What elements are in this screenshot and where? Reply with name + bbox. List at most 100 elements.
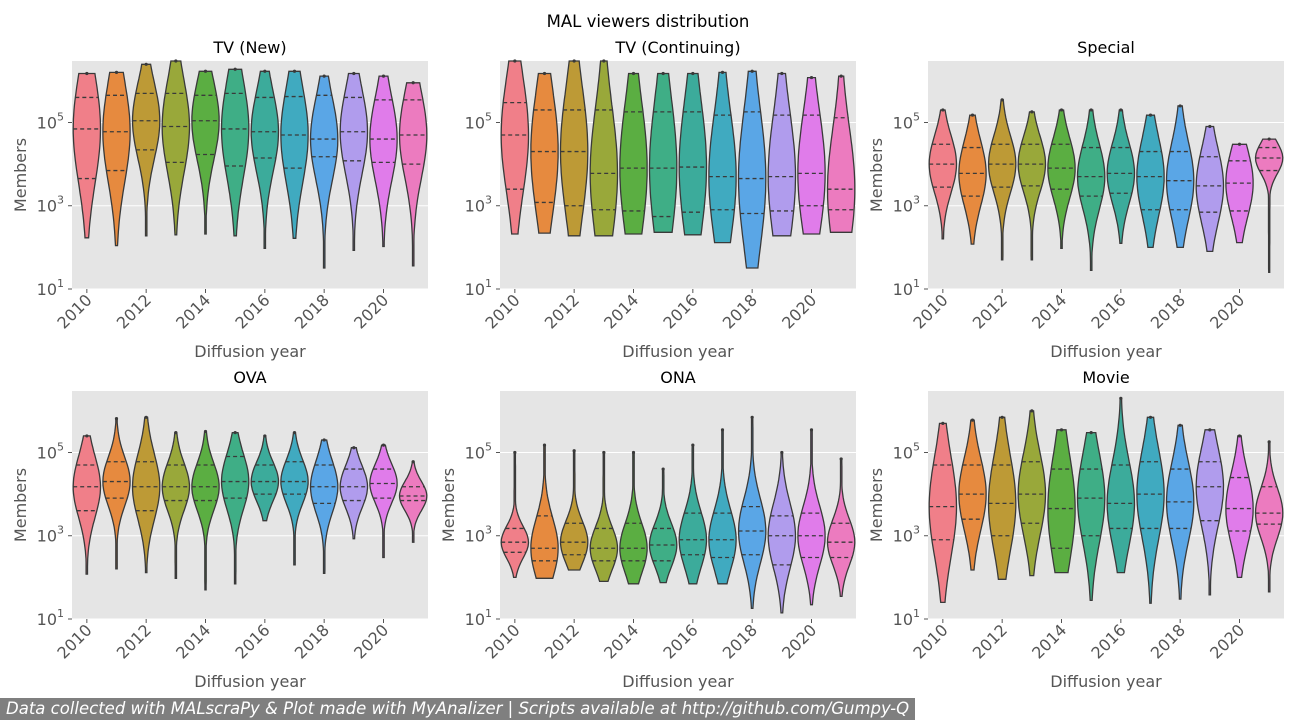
violin-2010 bbox=[928, 109, 958, 240]
violin-2014 bbox=[191, 70, 220, 235]
x-tick-label: 2014 bbox=[172, 620, 214, 662]
footer-credit: Data collected with MALscraPy & Plot mad… bbox=[0, 698, 916, 720]
violin-max-point bbox=[411, 81, 415, 85]
violin-max-point bbox=[1059, 428, 1064, 432]
violin-2015 bbox=[648, 72, 678, 233]
y-axis-label: Members bbox=[11, 468, 30, 542]
violin-2021 bbox=[1254, 138, 1284, 274]
violin-2011 bbox=[530, 72, 559, 234]
violin-max-point bbox=[513, 59, 517, 63]
y-tick-label: 101 bbox=[465, 277, 492, 299]
violin-max-point bbox=[381, 74, 386, 78]
y-tick-label: 105 bbox=[465, 110, 492, 132]
violin-max-point bbox=[174, 59, 178, 63]
y-tick-label: 101 bbox=[893, 277, 920, 299]
violin-2017 bbox=[1136, 114, 1165, 249]
violin-max-point bbox=[691, 71, 695, 76]
violin-2015 bbox=[1076, 431, 1106, 602]
violin-2018 bbox=[1165, 105, 1195, 249]
violin-max-point bbox=[322, 438, 326, 442]
x-tick-label: 2012 bbox=[969, 620, 1011, 662]
violin-max-point bbox=[602, 59, 606, 63]
violin-2012 bbox=[559, 60, 589, 237]
violin-2019 bbox=[339, 447, 369, 540]
violin-max-point bbox=[233, 67, 237, 71]
x-tick-label: 2018 bbox=[719, 290, 761, 332]
violin-max-point bbox=[661, 71, 665, 76]
violin-max-point bbox=[144, 62, 148, 66]
violin-max-point bbox=[1119, 108, 1123, 112]
violin-max-point bbox=[411, 460, 415, 464]
violin-max-point bbox=[809, 428, 814, 432]
violin-max-point bbox=[1148, 415, 1153, 419]
x-tick-label: 2016 bbox=[1087, 290, 1129, 332]
x-tick-label: 2010 bbox=[481, 290, 523, 332]
y-tick-label: 105 bbox=[893, 110, 920, 132]
violin-max-point bbox=[1237, 434, 1242, 438]
violin-max-point bbox=[602, 450, 606, 455]
violin-2019 bbox=[339, 72, 369, 251]
y-axis-label: Members bbox=[11, 138, 30, 212]
x-axis-label: Diffusion year bbox=[622, 672, 734, 691]
violin-2016 bbox=[678, 72, 708, 236]
x-tick-label: 2016 bbox=[659, 620, 701, 662]
y-tick-label: 101 bbox=[37, 607, 64, 629]
violin-2018 bbox=[737, 70, 767, 269]
y-tick-label: 105 bbox=[37, 440, 64, 462]
violin-max-point bbox=[352, 446, 356, 450]
y-tick-label: 103 bbox=[465, 524, 492, 546]
y-tick-label: 103 bbox=[893, 194, 920, 216]
violin-max-point bbox=[941, 108, 945, 112]
plot-area bbox=[500, 61, 856, 289]
violin-max-point bbox=[322, 74, 326, 78]
x-axis-label: Diffusion year bbox=[194, 342, 306, 361]
violin-max-point bbox=[1059, 108, 1064, 112]
violin-max-point bbox=[1208, 124, 1212, 129]
x-tick-label: 2012 bbox=[113, 620, 155, 662]
violin-2019 bbox=[767, 72, 797, 237]
violin-max-point bbox=[542, 443, 547, 447]
violin-max-point bbox=[263, 69, 267, 73]
x-tick-label: 2020 bbox=[1206, 620, 1248, 662]
x-tick-label: 2010 bbox=[53, 290, 95, 332]
violin-max-point bbox=[203, 429, 208, 434]
violin-max-point bbox=[780, 450, 784, 455]
plot-area bbox=[928, 61, 1284, 289]
x-axis-label: Diffusion year bbox=[1050, 672, 1162, 691]
panel-1: 101 103 105 Members TV (New) Diffusion year 20… bbox=[11, 38, 428, 361]
violin-2017 bbox=[280, 70, 309, 239]
violin-2013 bbox=[161, 60, 191, 236]
plot-area bbox=[500, 391, 856, 619]
violin-2020 bbox=[369, 444, 398, 559]
violin-max-point bbox=[263, 434, 267, 438]
violin-max-point bbox=[513, 450, 517, 455]
panel-6: 101 103 105 Members Movie Diffusion year 2010 2… bbox=[867, 368, 1284, 691]
violin-max-point bbox=[1267, 440, 1271, 444]
y-axis-label: Members bbox=[867, 138, 886, 212]
violin-max-point bbox=[970, 418, 975, 422]
x-tick-label: 2018 bbox=[1147, 290, 1189, 332]
panel-title: Movie bbox=[1082, 368, 1129, 387]
panel-title: OVA bbox=[233, 368, 266, 387]
x-tick-label: 2010 bbox=[481, 620, 523, 662]
violin-max-point bbox=[352, 71, 356, 76]
violin-max-point bbox=[720, 70, 725, 74]
violin-2016 bbox=[250, 70, 280, 249]
y-tick-label: 101 bbox=[465, 607, 492, 629]
y-tick-label: 103 bbox=[37, 194, 64, 216]
violin-2010 bbox=[72, 435, 102, 575]
violin-max-point bbox=[292, 69, 297, 73]
y-axis-label: Members bbox=[867, 468, 886, 542]
violin-2021 bbox=[398, 82, 428, 267]
violin-max-point bbox=[839, 74, 843, 78]
violin-max-point bbox=[780, 71, 784, 76]
x-tick-label: 2016 bbox=[231, 290, 273, 332]
y-tick-label: 101 bbox=[893, 607, 920, 629]
x-tick-label: 2014 bbox=[600, 620, 642, 662]
x-tick-label: 2012 bbox=[541, 620, 583, 662]
x-tick-label: 2014 bbox=[172, 290, 214, 332]
violin-2018 bbox=[309, 439, 339, 574]
panel-title: TV (Continuing) bbox=[614, 38, 740, 57]
plot-area bbox=[928, 391, 1284, 619]
violin-max-point bbox=[85, 434, 89, 438]
